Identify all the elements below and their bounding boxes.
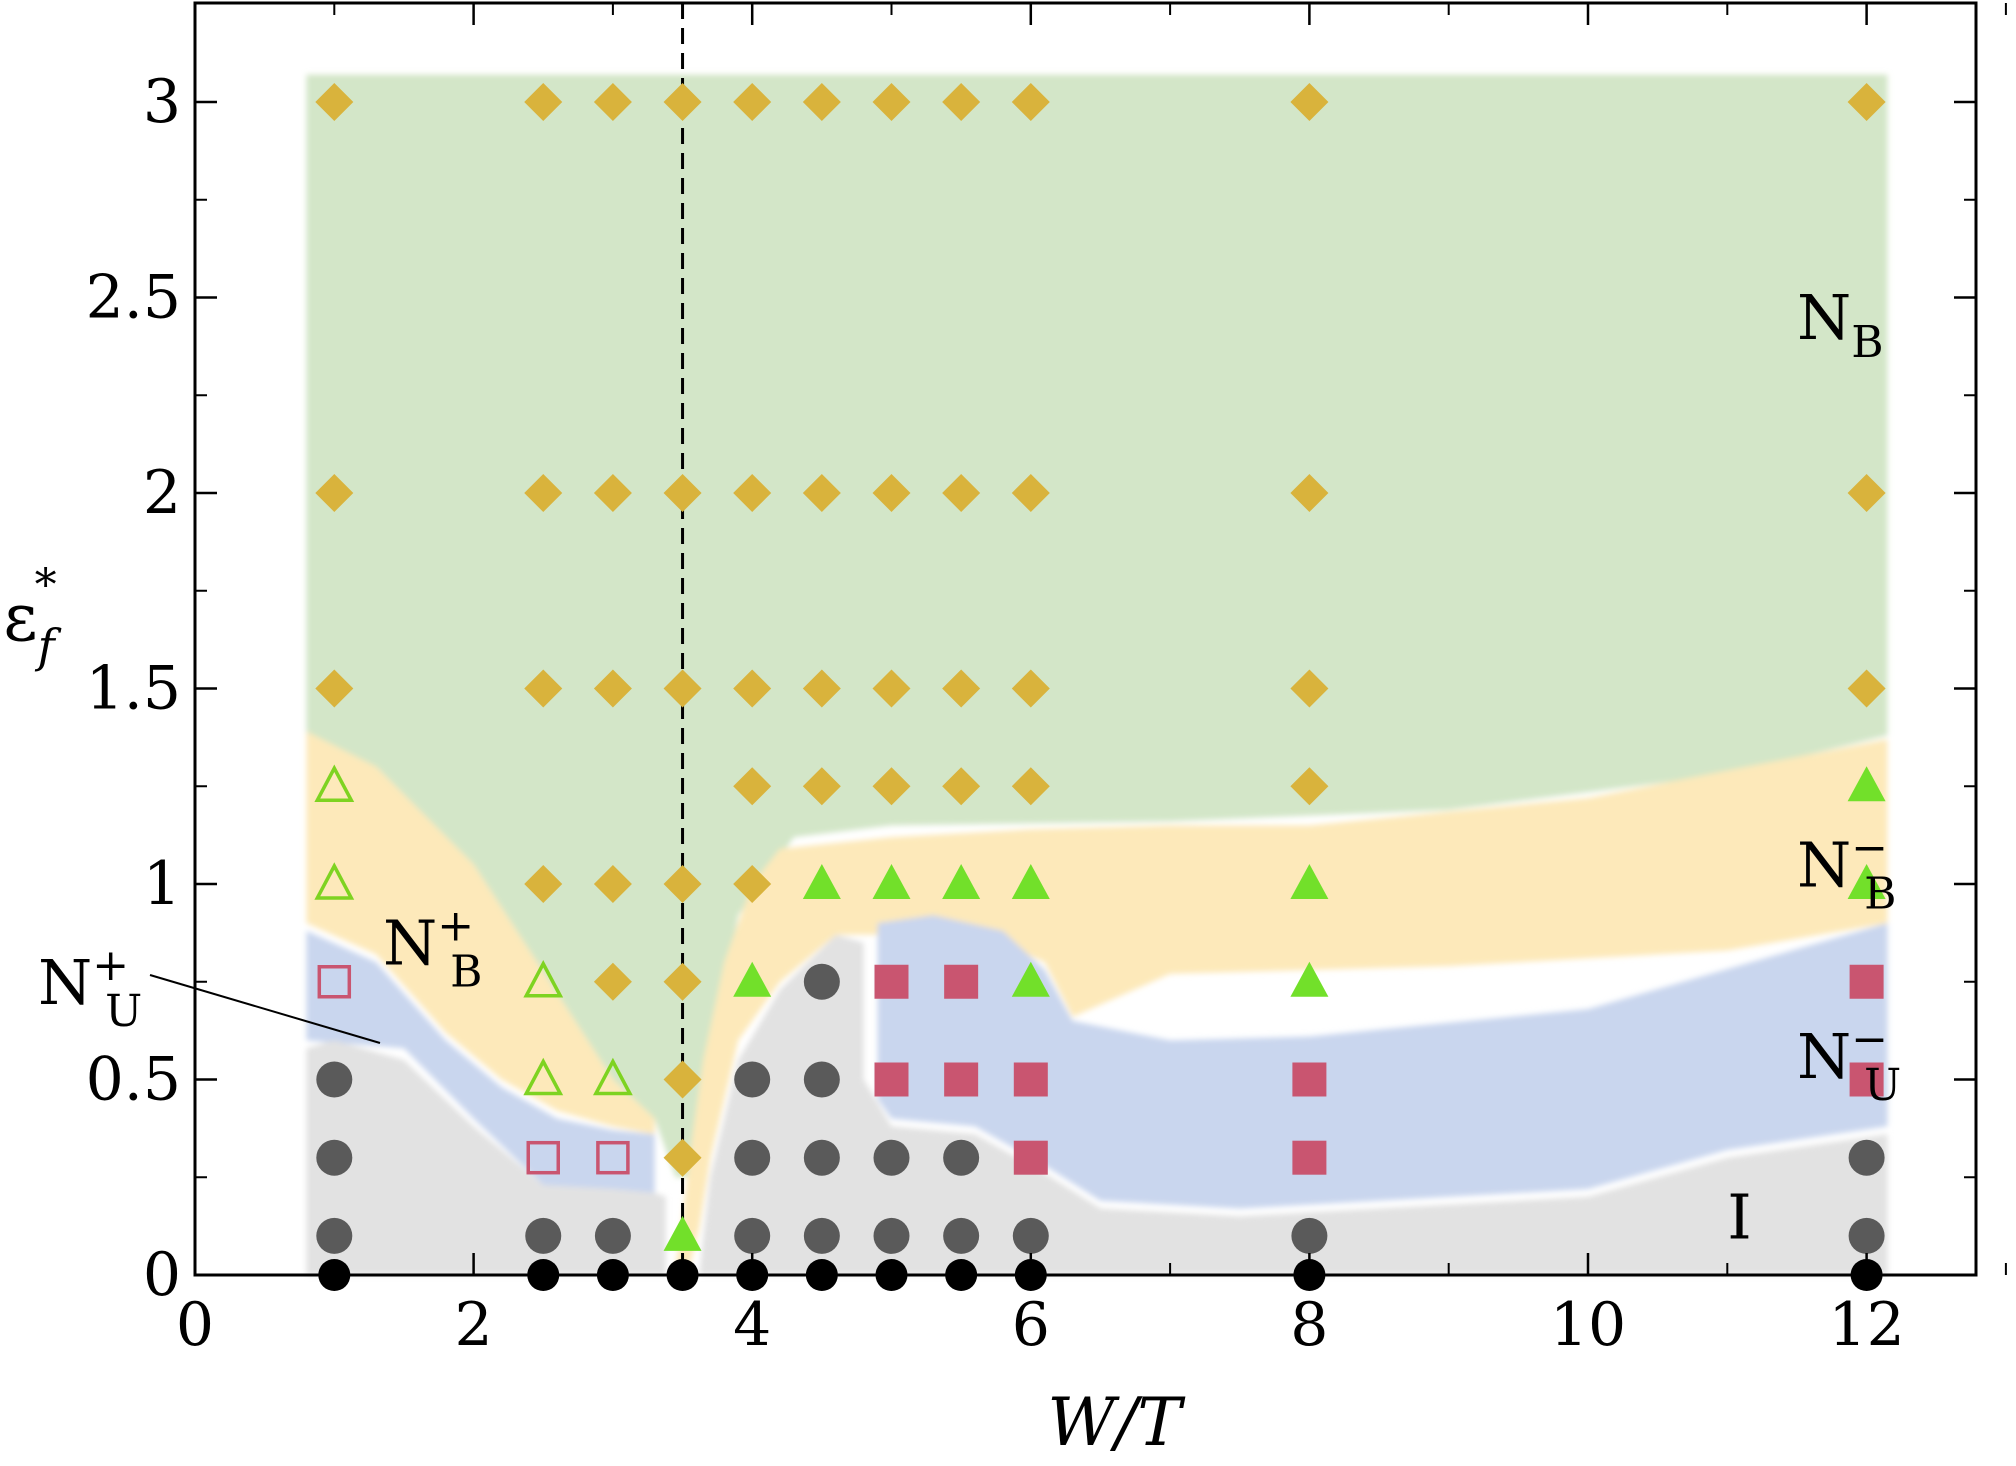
y-tick-label: 2 [143,458,181,528]
data-point-circle-gray [1849,1140,1885,1176]
x-tick-label: 2 [455,1290,493,1360]
data-point-circle-gray [525,1218,561,1254]
x-axis-title: W/T [1047,1384,1186,1461]
x-tick-label: 12 [1828,1290,1904,1360]
x-tick-label: 8 [1290,1290,1328,1360]
data-point-square-filled [875,965,909,999]
data-point-square-filled [1292,1141,1326,1175]
data-point-circle-gray [316,1218,352,1254]
data-point-square-filled [1292,1063,1326,1097]
y-tick-label: 2.5 [86,263,181,333]
data-point-square-filled [944,965,978,999]
y-axis-title: εf * [3,560,61,673]
data-point-circle-gray [874,1140,910,1176]
y-tick-label: 3 [143,67,181,137]
data-point-circle-gray [943,1140,979,1176]
x-tick-label: 10 [1550,1290,1626,1360]
x-tick-label: 6 [1012,1290,1050,1360]
y-tick-label: 1 [143,849,181,919]
region-label-i: I [1727,1180,1752,1253]
data-point-circle-gray [1291,1218,1327,1254]
y-axis-title-sup: * [35,560,57,611]
data-point-circle-gray [804,1140,840,1176]
data-point-circle-gray [804,1218,840,1254]
data-point-square-filled [875,1063,909,1097]
data-point-square-filled [944,1063,978,1097]
y-tick-label: 0.5 [86,1045,181,1115]
data-point-circle-gray [734,1218,770,1254]
data-point-circle-gray [734,1140,770,1176]
data-point-circle-gray [943,1218,979,1254]
data-point-circle-gray [316,1140,352,1176]
data-point-circle-gray [316,1062,352,1098]
y-tick-label: 1.5 [86,654,181,724]
data-point-circle-gray [734,1062,770,1098]
x-tick-label: 4 [733,1290,771,1360]
data-point-circle-gray [595,1218,631,1254]
x-tick-label: 0 [176,1290,214,1360]
data-point-circle-gray [804,1062,840,1098]
data-point-circle-gray [874,1218,910,1254]
y-axis-title-sub: f [35,619,62,673]
data-point-square-filled [1850,965,1884,999]
y-tick-label: 0 [143,1240,181,1310]
data-point-circle-gray [804,964,840,1000]
data-point-square-filled [1014,1141,1048,1175]
region-label-nuplus: N+ U [38,940,142,1037]
data-point-circle-gray [1013,1218,1049,1254]
data-point-circle-gray [1849,1218,1885,1254]
data-point-square-filled [1014,1063,1048,1097]
y-axis-title-main: ε [3,579,37,656]
